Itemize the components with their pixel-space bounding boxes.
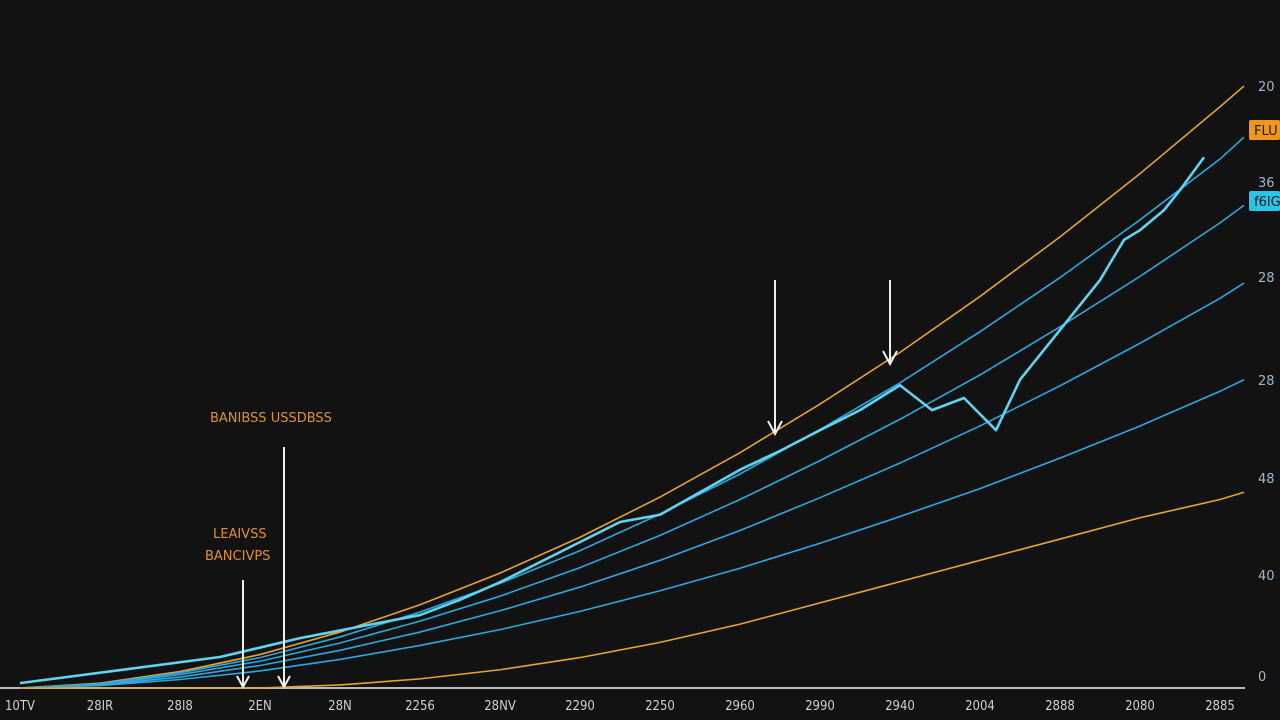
series-line-2 — [19, 204, 1245, 689]
x-tick-label: 28I8 — [167, 699, 193, 714]
arrow-head — [767, 420, 783, 437]
x-tick-label: 10TV — [5, 699, 35, 714]
y-tick-label: 0 — [1258, 670, 1266, 685]
y-tick-label: f6IG — [1254, 195, 1280, 210]
y-tick-label: 36 — [1258, 176, 1275, 191]
x-tick-label: 2290 — [565, 699, 595, 714]
arrow-head — [277, 675, 291, 690]
annotation: LEAIVSS — [213, 527, 267, 542]
arrow-head — [236, 675, 250, 690]
y-tick-label: 40 — [1258, 569, 1275, 584]
y-tick-label: 28 — [1258, 374, 1275, 389]
series-line-5 — [20, 491, 1245, 689]
x-tick-label: 2EN — [248, 699, 272, 714]
x-tick-label: 2080 — [1125, 699, 1155, 714]
y-label-badge — [1249, 120, 1280, 140]
x-tick-label: 2888 — [1045, 699, 1075, 714]
series-line-3 — [19, 282, 1245, 689]
annotation: BANIBSS USSDBSS — [210, 411, 332, 426]
y-tick-label: FLU — [1254, 124, 1278, 139]
x-tick-label: 2990 — [805, 699, 835, 714]
y-tick-label: 20 — [1258, 80, 1275, 95]
x-tick-label: 28IR — [87, 699, 113, 714]
x-tick-label: 2256 — [405, 699, 435, 714]
arrows — [236, 280, 898, 690]
x-tick-label: 2250 — [645, 699, 675, 714]
x-tick-label: 2885 — [1205, 699, 1235, 714]
y-tick-label: 48 — [1258, 472, 1275, 487]
series-line-0 — [19, 85, 1245, 689]
x-tick-label: 2004 — [965, 699, 995, 714]
x-tick-label: 2960 — [725, 699, 755, 714]
x-tick-label: 28N — [328, 699, 352, 714]
y-label-badge — [1249, 191, 1280, 211]
x-tick-label: 28NV — [484, 699, 516, 714]
series-line-4 — [19, 379, 1245, 689]
x-tick-label: 2940 — [885, 699, 915, 714]
price-series-line — [19, 156, 1206, 685]
annotation: BANCIVPS — [205, 549, 270, 564]
series-line-1 — [19, 136, 1245, 689]
y-tick-label: 28 — [1258, 271, 1275, 286]
arrow-head — [882, 350, 898, 367]
